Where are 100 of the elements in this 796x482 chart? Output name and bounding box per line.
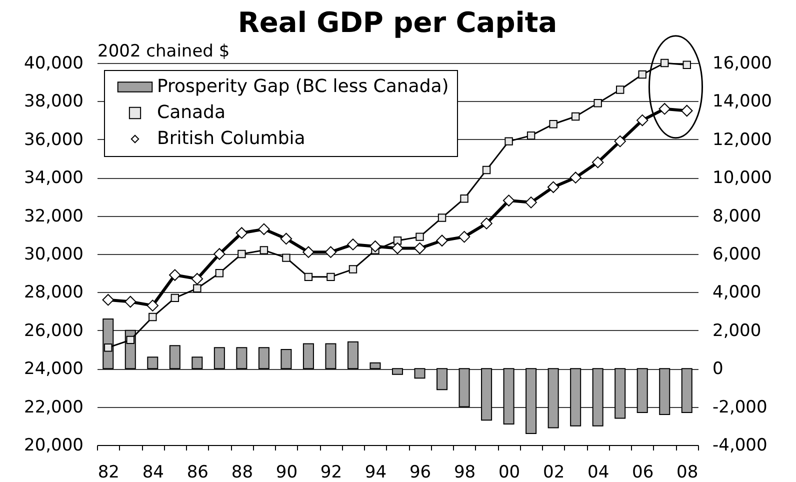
point xyxy=(571,112,580,121)
y2-tick-label: 6,000 xyxy=(712,244,762,264)
point xyxy=(102,294,114,306)
point xyxy=(658,102,670,115)
point xyxy=(660,58,669,68)
x-tick-label: 82 xyxy=(98,462,120,482)
point xyxy=(214,248,226,260)
bar xyxy=(659,368,670,415)
point xyxy=(549,120,558,128)
y-axis-title: 2002 chained $ xyxy=(98,42,230,62)
point xyxy=(526,131,536,140)
x-tick-label: 84 xyxy=(142,462,164,482)
legend-label: British Columbia xyxy=(157,128,306,149)
point xyxy=(126,336,134,344)
y-tick-label: 36,000 xyxy=(24,130,84,150)
point xyxy=(348,265,358,274)
point xyxy=(638,70,646,79)
x-tick-label: 06 xyxy=(632,462,654,482)
y2-tick-label: -2,000 xyxy=(712,397,768,418)
y-tick-label: 24,000 xyxy=(24,359,84,380)
point xyxy=(280,232,292,245)
x-tick-label: 96 xyxy=(409,462,432,482)
point xyxy=(191,272,204,285)
y2-tick-label: 0 xyxy=(712,359,724,380)
y2-tick-label: 4,000 xyxy=(712,282,762,303)
point xyxy=(326,272,335,282)
point xyxy=(436,234,448,246)
bar xyxy=(458,368,470,408)
y-tick-label: 30,000 xyxy=(24,244,84,264)
y2-tick-label: 16,000 xyxy=(712,54,772,74)
point xyxy=(260,246,268,254)
point xyxy=(636,114,648,126)
point xyxy=(169,269,181,281)
x-tick-label: 88 xyxy=(231,462,254,482)
y2-tick-label: -4,000 xyxy=(712,436,768,456)
bar xyxy=(280,349,292,370)
point xyxy=(282,254,290,262)
bar xyxy=(169,345,180,370)
point xyxy=(304,272,313,282)
point xyxy=(502,194,515,206)
y-tick-label: 34,000 xyxy=(24,168,84,188)
point xyxy=(369,240,382,252)
bar xyxy=(302,343,314,370)
point xyxy=(124,296,136,308)
y-tick-label: 28,000 xyxy=(24,282,84,303)
point xyxy=(458,230,470,243)
chart-title: Real GDP per Capita xyxy=(238,6,558,39)
y-tick-label: 22,000 xyxy=(24,397,84,418)
point xyxy=(148,312,157,322)
point xyxy=(416,232,424,241)
bar xyxy=(503,368,514,424)
bar xyxy=(614,368,626,419)
point xyxy=(616,86,624,94)
point xyxy=(525,196,537,208)
bar xyxy=(481,368,492,421)
x-tick-label: 04 xyxy=(588,462,610,482)
point xyxy=(504,137,513,146)
point xyxy=(681,104,693,117)
point xyxy=(170,294,180,302)
x-tick-label: 00 xyxy=(498,462,520,482)
point xyxy=(592,156,604,168)
y-tick-label: 40,000 xyxy=(24,54,84,74)
point xyxy=(193,284,202,292)
point xyxy=(614,135,626,148)
point xyxy=(347,238,359,250)
bar xyxy=(681,368,692,414)
point xyxy=(414,242,426,254)
point xyxy=(104,343,112,352)
bar xyxy=(570,368,582,426)
point xyxy=(482,166,491,174)
point xyxy=(480,218,492,230)
bar xyxy=(526,368,537,434)
y2-tick-label: 2,000 xyxy=(712,320,762,341)
point xyxy=(146,300,159,312)
y-tick-label: 32,000 xyxy=(24,206,84,226)
bar xyxy=(258,347,270,370)
legend-label: Canada xyxy=(157,102,226,123)
bar xyxy=(392,368,404,375)
bar xyxy=(592,368,604,426)
x-tick-label: 90 xyxy=(276,462,298,482)
y-tick-label: 20,000 xyxy=(24,436,84,456)
bar xyxy=(347,341,358,370)
point xyxy=(460,194,468,203)
x-tick-label: 86 xyxy=(186,462,208,482)
point xyxy=(570,172,582,184)
point xyxy=(392,242,404,254)
point xyxy=(547,181,560,194)
y-tick-label: 26,000 xyxy=(24,320,84,341)
legend-label: Prosperity Gap (BC less Canada) xyxy=(157,76,449,97)
x-tick-label: 92 xyxy=(320,462,342,482)
bar xyxy=(436,368,448,390)
y2-tick-label: 14,000 xyxy=(712,92,772,112)
point xyxy=(258,223,270,236)
x-tick-label: 02 xyxy=(542,462,565,482)
point xyxy=(438,214,446,222)
x-tick-label: 08 xyxy=(676,462,698,482)
point xyxy=(324,246,337,258)
bar xyxy=(147,356,158,370)
point xyxy=(302,246,314,258)
y2-tick-label: 12,000 xyxy=(712,130,772,150)
